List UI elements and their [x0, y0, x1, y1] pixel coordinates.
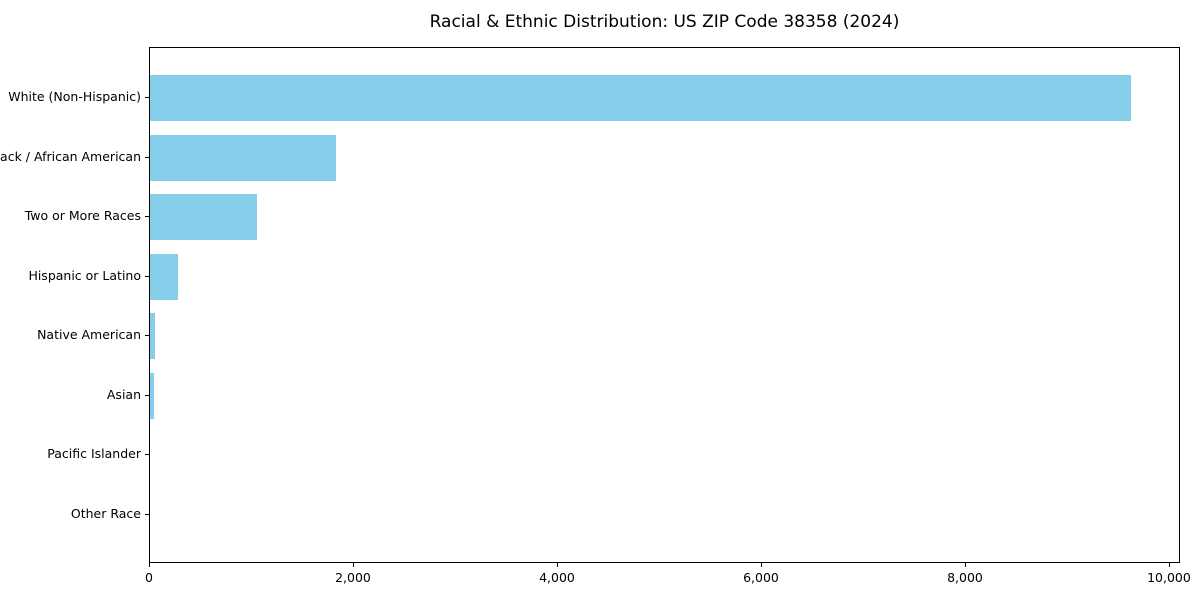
- y-tick-label-pacific-islander: Pacific Islander: [47, 446, 141, 462]
- y-tick-label-two-or-more-races: Two or More Races: [24, 208, 141, 224]
- x-tick-label-4000: 4,000: [539, 570, 575, 585]
- x-tick-mark: [1168, 563, 1170, 567]
- bar-white-non-hispanic: [150, 75, 1132, 121]
- y-tick-label-other-race: Other Race: [70, 505, 141, 521]
- plot-area: [149, 47, 1180, 563]
- y-tick-label-hispanic-or-latino: Hispanic or Latino: [28, 267, 141, 283]
- x-tick-mark: [964, 563, 966, 567]
- y-tick-label-white-non-hispanic: White (Non-Hispanic): [8, 89, 141, 104]
- y-tick-mark: [145, 335, 149, 337]
- y-tick-label-native-american: Native American: [37, 327, 141, 343]
- y-tick-mark: [145, 156, 149, 158]
- x-tick-mark: [760, 563, 762, 567]
- y-tick-mark: [145, 394, 149, 396]
- y-tick-mark: [145, 97, 149, 98]
- y-tick-mark: [145, 216, 149, 218]
- x-tick-mark: [352, 563, 354, 567]
- y-tick-label-black-african-american: Black / African American: [0, 148, 141, 164]
- bar-two-or-more-races: [150, 194, 258, 241]
- y-tick-mark: [145, 275, 149, 277]
- x-tick-label-2000: 2,000: [335, 570, 371, 585]
- y-tick-label-asian: Asian: [106, 386, 141, 402]
- bar-native-american: [150, 313, 155, 360]
- x-tick-label-10000: 10,000: [1147, 570, 1191, 585]
- bar-hispanic-or-latino: [150, 253, 178, 300]
- x-tick-mark: [556, 563, 558, 567]
- chart-title: Racial & Ethnic Distribution: US ZIP Cod…: [429, 12, 900, 32]
- x-tick-mark: [149, 563, 150, 567]
- y-tick-mark: [145, 513, 149, 515]
- x-tick-label-6000: 6,000: [743, 570, 779, 585]
- x-tick-label-0: 0: [145, 570, 153, 585]
- y-tick-mark: [145, 454, 149, 456]
- bar-black-african-american: [150, 134, 336, 181]
- bar-asian: [150, 372, 154, 419]
- x-tick-label-8000: 8,000: [947, 570, 983, 585]
